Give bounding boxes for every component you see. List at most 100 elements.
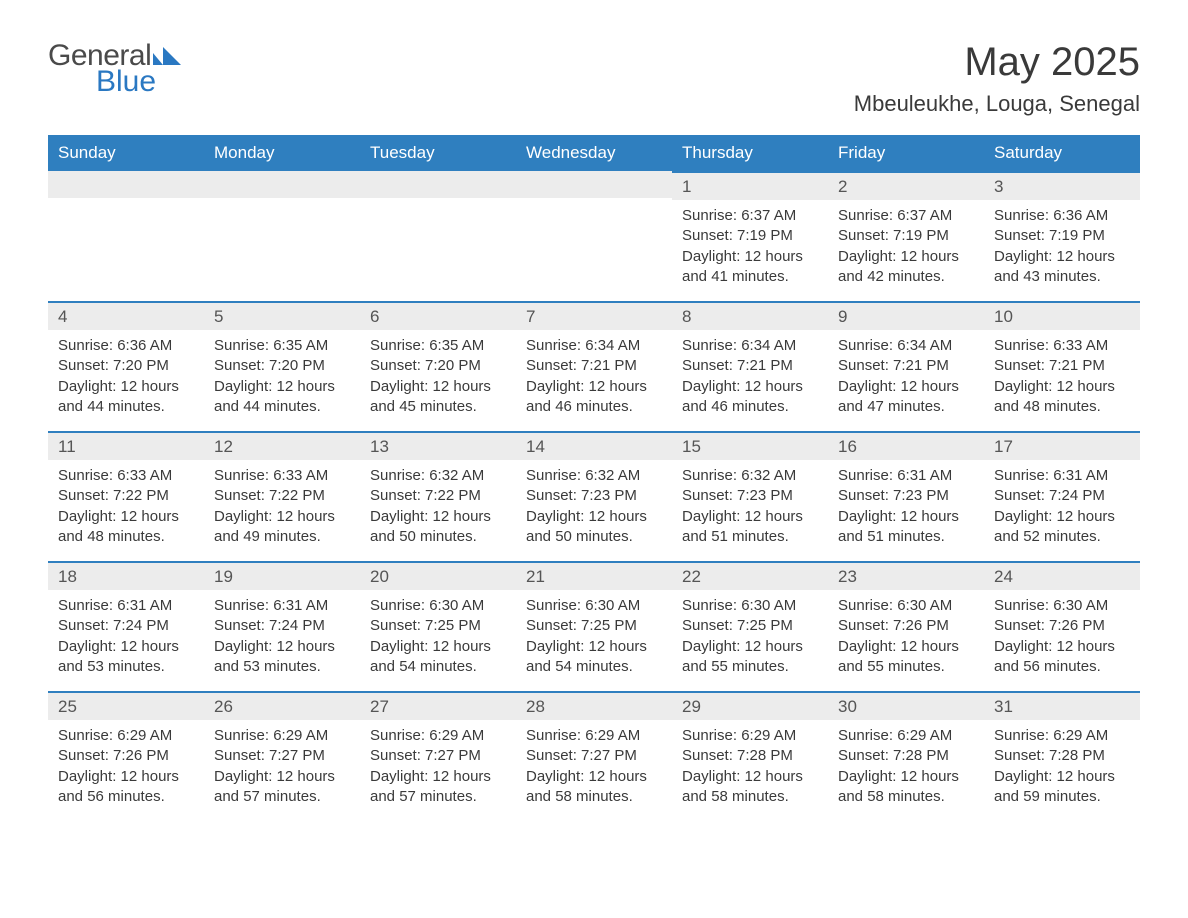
sunrise-text: Sunrise: 6:31 AM xyxy=(214,596,350,616)
sunset-text: Sunset: 7:24 PM xyxy=(58,616,194,636)
sunrise-text: Sunrise: 6:35 AM xyxy=(214,336,350,356)
day-details: Sunrise: 6:31 AMSunset: 7:24 PMDaylight:… xyxy=(48,590,204,687)
sunset-text: Sunset: 7:27 PM xyxy=(214,746,350,766)
day-number: 31 xyxy=(984,691,1140,720)
day-number: 27 xyxy=(360,691,516,720)
sunset-text: Sunset: 7:20 PM xyxy=(214,356,350,376)
daylight-text: and 48 minutes. xyxy=(994,397,1130,417)
day-number: 9 xyxy=(828,301,984,330)
logo: General Blue xyxy=(48,40,181,97)
calendar-cell: 15Sunrise: 6:32 AMSunset: 7:23 PMDayligh… xyxy=(672,431,828,561)
daylight-text: and 44 minutes. xyxy=(58,397,194,417)
daylight-text: and 44 minutes. xyxy=(214,397,350,417)
weekday-header: Tuesday xyxy=(360,135,516,171)
day-details: Sunrise: 6:36 AMSunset: 7:20 PMDaylight:… xyxy=(48,330,204,427)
daylight-text: and 43 minutes. xyxy=(994,267,1130,287)
daylight-text: Daylight: 12 hours xyxy=(370,377,506,397)
day-number: 8 xyxy=(672,301,828,330)
calendar-cell xyxy=(48,171,204,301)
day-details: Sunrise: 6:30 AMSunset: 7:25 PMDaylight:… xyxy=(672,590,828,687)
day-details: Sunrise: 6:32 AMSunset: 7:23 PMDaylight:… xyxy=(672,460,828,557)
sunset-text: Sunset: 7:22 PM xyxy=(214,486,350,506)
daylight-text: and 51 minutes. xyxy=(838,527,974,547)
calendar-week-row: 11Sunrise: 6:33 AMSunset: 7:22 PMDayligh… xyxy=(48,431,1140,561)
sunset-text: Sunset: 7:26 PM xyxy=(994,616,1130,636)
day-number: 7 xyxy=(516,301,672,330)
calendar-cell: 17Sunrise: 6:31 AMSunset: 7:24 PMDayligh… xyxy=(984,431,1140,561)
day-details: Sunrise: 6:31 AMSunset: 7:23 PMDaylight:… xyxy=(828,460,984,557)
daylight-text: Daylight: 12 hours xyxy=(682,377,818,397)
daylight-text: and 41 minutes. xyxy=(682,267,818,287)
month-title: May 2025 xyxy=(854,40,1140,85)
calendar-cell: 13Sunrise: 6:32 AMSunset: 7:22 PMDayligh… xyxy=(360,431,516,561)
calendar-cell xyxy=(516,171,672,301)
sunrise-text: Sunrise: 6:31 AM xyxy=(994,466,1130,486)
day-number: 22 xyxy=(672,561,828,590)
calendar-cell: 7Sunrise: 6:34 AMSunset: 7:21 PMDaylight… xyxy=(516,301,672,431)
sunrise-text: Sunrise: 6:33 AM xyxy=(994,336,1130,356)
day-details: Sunrise: 6:35 AMSunset: 7:20 PMDaylight:… xyxy=(204,330,360,427)
calendar-cell: 24Sunrise: 6:30 AMSunset: 7:26 PMDayligh… xyxy=(984,561,1140,691)
daylight-text: and 46 minutes. xyxy=(526,397,662,417)
day-number: 18 xyxy=(48,561,204,590)
daylight-text: Daylight: 12 hours xyxy=(994,377,1130,397)
daylight-text: Daylight: 12 hours xyxy=(682,247,818,267)
calendar-cell: 25Sunrise: 6:29 AMSunset: 7:26 PMDayligh… xyxy=(48,691,204,821)
logo-mark-icon xyxy=(153,40,181,72)
calendar-cell: 10Sunrise: 6:33 AMSunset: 7:21 PMDayligh… xyxy=(984,301,1140,431)
sunrise-text: Sunrise: 6:30 AM xyxy=(682,596,818,616)
day-number: 2 xyxy=(828,171,984,200)
day-details: Sunrise: 6:33 AMSunset: 7:22 PMDaylight:… xyxy=(204,460,360,557)
day-details xyxy=(516,198,672,214)
sunset-text: Sunset: 7:28 PM xyxy=(994,746,1130,766)
daylight-text: Daylight: 12 hours xyxy=(838,247,974,267)
day-number: 30 xyxy=(828,691,984,720)
calendar-week-row: 25Sunrise: 6:29 AMSunset: 7:26 PMDayligh… xyxy=(48,691,1140,821)
daylight-text: Daylight: 12 hours xyxy=(526,377,662,397)
sunset-text: Sunset: 7:28 PM xyxy=(838,746,974,766)
daylight-text: Daylight: 12 hours xyxy=(838,377,974,397)
daylight-text: Daylight: 12 hours xyxy=(370,507,506,527)
day-details xyxy=(360,198,516,214)
sunrise-text: Sunrise: 6:34 AM xyxy=(838,336,974,356)
calendar-cell: 11Sunrise: 6:33 AMSunset: 7:22 PMDayligh… xyxy=(48,431,204,561)
calendar-cell: 18Sunrise: 6:31 AMSunset: 7:24 PMDayligh… xyxy=(48,561,204,691)
day-number: 5 xyxy=(204,301,360,330)
sunset-text: Sunset: 7:23 PM xyxy=(838,486,974,506)
day-number: 15 xyxy=(672,431,828,460)
sunrise-text: Sunrise: 6:31 AM xyxy=(58,596,194,616)
day-details: Sunrise: 6:33 AMSunset: 7:22 PMDaylight:… xyxy=(48,460,204,557)
weekday-header: Sunday xyxy=(48,135,204,171)
weekday-header: Friday xyxy=(828,135,984,171)
sunset-text: Sunset: 7:21 PM xyxy=(994,356,1130,376)
daylight-text: and 58 minutes. xyxy=(526,787,662,807)
day-number: 1 xyxy=(672,171,828,200)
day-details: Sunrise: 6:29 AMSunset: 7:28 PMDaylight:… xyxy=(984,720,1140,817)
sunrise-text: Sunrise: 6:30 AM xyxy=(994,596,1130,616)
day-number: 17 xyxy=(984,431,1140,460)
sunset-text: Sunset: 7:25 PM xyxy=(682,616,818,636)
sunset-text: Sunset: 7:21 PM xyxy=(838,356,974,376)
day-details: Sunrise: 6:30 AMSunset: 7:25 PMDaylight:… xyxy=(360,590,516,687)
daylight-text: and 57 minutes. xyxy=(370,787,506,807)
calendar-cell: 8Sunrise: 6:34 AMSunset: 7:21 PMDaylight… xyxy=(672,301,828,431)
daylight-text: Daylight: 12 hours xyxy=(214,507,350,527)
sunrise-text: Sunrise: 6:35 AM xyxy=(370,336,506,356)
daylight-text: Daylight: 12 hours xyxy=(838,507,974,527)
sunset-text: Sunset: 7:28 PM xyxy=(682,746,818,766)
daylight-text: and 55 minutes. xyxy=(838,657,974,677)
daylight-text: and 45 minutes. xyxy=(370,397,506,417)
daylight-text: Daylight: 12 hours xyxy=(994,247,1130,267)
day-number: 29 xyxy=(672,691,828,720)
calendar-cell: 2Sunrise: 6:37 AMSunset: 7:19 PMDaylight… xyxy=(828,171,984,301)
sunrise-text: Sunrise: 6:33 AM xyxy=(58,466,194,486)
day-number: 4 xyxy=(48,301,204,330)
sunrise-text: Sunrise: 6:32 AM xyxy=(526,466,662,486)
day-number: 16 xyxy=(828,431,984,460)
day-number: 13 xyxy=(360,431,516,460)
page-header: General Blue May 2025 Mbeuleukhe, Louga,… xyxy=(48,40,1140,117)
sunrise-text: Sunrise: 6:30 AM xyxy=(526,596,662,616)
day-number: 11 xyxy=(48,431,204,460)
daylight-text: Daylight: 12 hours xyxy=(526,637,662,657)
daylight-text: and 46 minutes. xyxy=(682,397,818,417)
